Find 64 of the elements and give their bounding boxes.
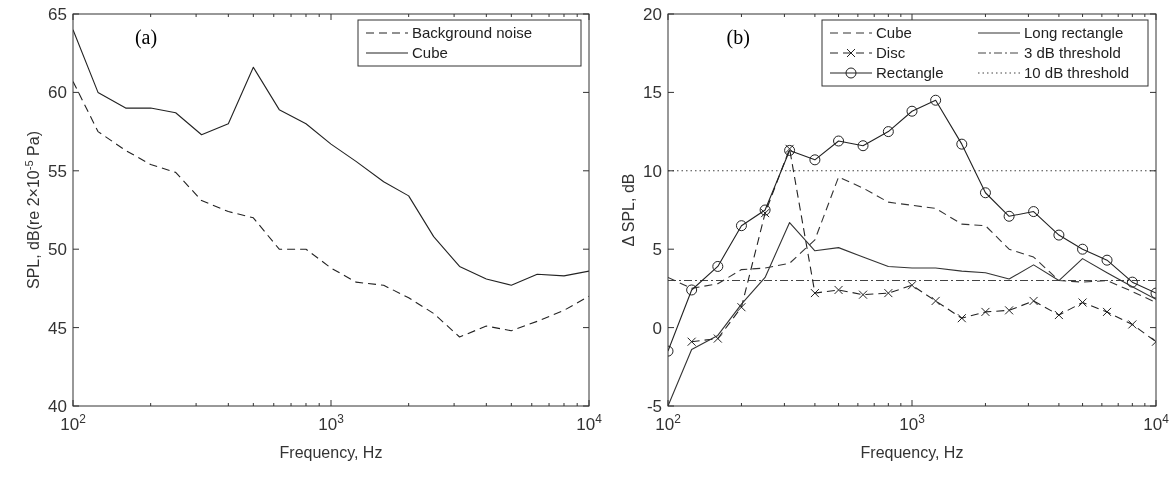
annotation: (a) — [134, 26, 158, 49]
point — [956, 138, 968, 150]
point — [1029, 296, 1039, 306]
y-tick-label: 15 — [643, 83, 662, 103]
legend-label: Cube — [412, 44, 448, 62]
point — [883, 288, 893, 298]
point — [979, 187, 991, 199]
legend-label: Cube — [876, 24, 912, 42]
point — [1126, 276, 1138, 288]
point — [1054, 310, 1064, 320]
y-tick-label: 20 — [643, 4, 662, 24]
y-tick-label: 50 — [48, 240, 67, 260]
legend-label: Disc — [876, 44, 906, 62]
point — [833, 135, 845, 147]
point — [810, 288, 820, 298]
x-axis-title: Frequency, Hz — [860, 444, 964, 461]
point — [1053, 229, 1065, 241]
point — [759, 204, 771, 216]
x-tick-label: 10$^{3}$ — [899, 412, 926, 434]
point — [980, 307, 990, 317]
point — [713, 334, 723, 344]
point — [686, 284, 698, 296]
y-tick-label: 5 — [652, 240, 662, 260]
point — [1004, 305, 1014, 315]
y-tick-label: 0 — [652, 318, 662, 338]
legend-label: 10 dB threshold — [1024, 64, 1130, 82]
line-series — [73, 29, 589, 286]
point — [1101, 254, 1113, 266]
legend-label: Rectangle — [876, 64, 944, 82]
point — [1078, 298, 1088, 308]
point — [712, 260, 724, 272]
point — [931, 296, 941, 306]
annotation: (b) — [726, 26, 750, 49]
y-tick-label: 65 — [48, 4, 67, 24]
point — [957, 313, 967, 323]
y-tick-label: 55 — [48, 161, 67, 181]
y-tick-label: 10 — [643, 161, 662, 181]
point — [906, 105, 918, 117]
x-axis-title: Frequency, Hz — [279, 444, 383, 461]
x-tick-label: 10$^{4}$ — [576, 412, 603, 434]
point — [930, 94, 942, 106]
point — [907, 280, 917, 290]
point — [1127, 319, 1137, 329]
point — [735, 220, 747, 232]
point — [834, 285, 844, 295]
point — [858, 290, 868, 300]
point — [857, 140, 869, 152]
point — [1028, 206, 1040, 218]
legend-label: Long rectangle — [1024, 24, 1124, 42]
x-tick-label: 10$^{3}$ — [318, 412, 345, 434]
y-tick-label: 45 — [48, 318, 67, 338]
legend-label: Background noise — [412, 24, 533, 42]
point — [687, 337, 697, 347]
point — [1077, 243, 1089, 255]
x-tick-label: 10$^{4}$ — [1143, 412, 1170, 434]
point — [760, 208, 770, 218]
point — [736, 302, 746, 312]
point — [809, 154, 821, 166]
point — [882, 126, 894, 138]
legend-label: 3 dB threshold — [1024, 44, 1121, 62]
y-tick-label: 60 — [48, 83, 67, 103]
point — [1102, 307, 1112, 317]
y-axis-title: Δ SPL, dB — [620, 173, 637, 247]
point — [1003, 210, 1015, 222]
